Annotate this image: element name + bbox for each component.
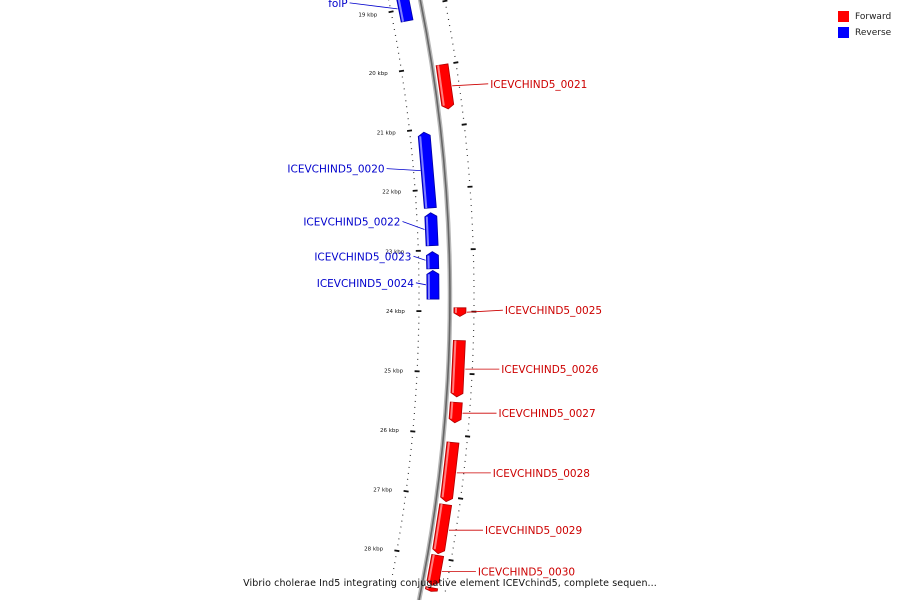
- major-tick: [388, 10, 394, 14]
- gene-label-icevchind5_0027[interactable]: ICEVCHIND5_0027: [499, 408, 596, 420]
- gene-label-icevchind5_0024[interactable]: ICEVCHIND5_0024: [317, 278, 414, 290]
- gene-label-icevchind5_0021[interactable]: ICEVCHIND5_0021: [490, 79, 587, 91]
- gene-highlight: [433, 503, 443, 550]
- gene-highlight: [451, 340, 457, 393]
- kbp-scale-ticks: 19 kbp 20 kbp 21 kbp 22 kbp 23 kbp 24 kbp 25 k…: [358, 0, 477, 592]
- gene-labels: folP ICEVCHIND5_0021 ICEVCHIND5_0020 ICEVCH…: [287, 0, 602, 579]
- label-leader: [415, 282, 426, 286]
- label-leader: [452, 83, 489, 87]
- tick-label: 24 kbp: [386, 309, 405, 315]
- gene-label-icevchind5_0026[interactable]: ICEVCHIND5_0026: [501, 364, 598, 376]
- label-leader: [349, 2, 398, 10]
- gene-forward: [426, 553, 445, 586]
- gene-label-icevchind5_0029[interactable]: ICEVCHIND5_0029: [485, 525, 582, 537]
- strand-legend: Forward Reverse: [838, 9, 900, 41]
- gene-highlight: [397, 0, 405, 22]
- major-tick: [406, 129, 413, 132]
- tick-label: 28 kbp: [364, 546, 383, 552]
- major-tick: [465, 435, 471, 438]
- gene-reverse: [417, 131, 437, 209]
- gene-highlight: [428, 554, 435, 581]
- label-leader: [466, 309, 503, 313]
- major-tick: [442, 0, 448, 3]
- backbone-line: [418, 0, 451, 600]
- tick-label: 21 kbp: [377, 130, 396, 136]
- gene-highlight: [425, 216, 430, 246]
- gene-features: [396, 0, 467, 592]
- genome-backbone: [416, 0, 453, 600]
- gene-label-folp[interactable]: folP: [328, 0, 347, 10]
- tick-label: 26 kbp: [380, 428, 399, 434]
- gene-label-icevchind5_0030[interactable]: ICEVCHIND5_0030: [478, 567, 575, 579]
- major-tick: [453, 61, 459, 64]
- major-tick: [457, 497, 464, 500]
- gene-label-icevchind5_0020[interactable]: ICEVCHIND5_0020: [287, 164, 384, 176]
- major-tick: [461, 123, 467, 126]
- gene-forward: [440, 441, 460, 503]
- gene-highlight: [450, 402, 454, 419]
- gene-highlight: [441, 442, 450, 498]
- gene-forward: [432, 503, 453, 555]
- tick-label: 19 kbp: [358, 12, 377, 18]
- label-leader: [413, 255, 426, 261]
- tick-label: 27 kbp: [373, 487, 392, 493]
- major-tick: [398, 69, 405, 73]
- legend-forward: Forward: [838, 9, 900, 24]
- tick-label: 22 kbp: [382, 190, 401, 196]
- major-tick: [448, 559, 454, 562]
- gene-forward: [435, 63, 455, 110]
- gene-label-icevchind5_0025[interactable]: ICEVCHIND5_0025: [505, 305, 602, 317]
- tick-label: 20 kbp: [369, 71, 388, 77]
- gene-label-icevchind5_0028[interactable]: ICEVCHIND5_0028: [493, 468, 590, 480]
- tick-label: 25 kbp: [384, 369, 403, 375]
- gene-highlight: [419, 136, 428, 209]
- tick-label: 23 kbp: [385, 249, 404, 255]
- legend-forward-label: Forward: [855, 11, 892, 22]
- label-leader: [402, 221, 425, 230]
- major-tick: [403, 490, 409, 493]
- gene-label-icevchind5_0022[interactable]: ICEVCHIND5_0022: [303, 217, 400, 229]
- map-caption: Vibrio cholerae Ind5 integrating conjuga…: [243, 578, 657, 589]
- legend-reverse: Reverse: [838, 25, 900, 40]
- reverse-swatch: [838, 27, 849, 38]
- legend-reverse-label: Reverse: [855, 27, 892, 38]
- forward-swatch: [838, 11, 849, 22]
- gene-highlight: [437, 65, 445, 106]
- label-leader: [386, 168, 421, 171]
- major-tick: [394, 549, 400, 553]
- gene-label-icevchind5_0023[interactable]: ICEVCHIND5_0023: [314, 251, 411, 263]
